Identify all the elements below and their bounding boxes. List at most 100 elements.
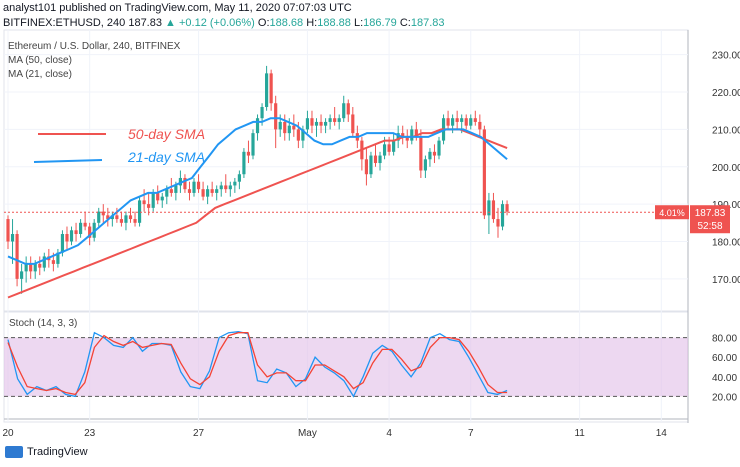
candle-body (60, 234, 65, 253)
candle-body (15, 234, 19, 279)
candle-body (419, 136, 423, 171)
sma21-annotation-text: 21-day SMA (127, 149, 205, 165)
candle-body (128, 215, 133, 220)
candle-body (255, 118, 260, 134)
candle-body (251, 133, 255, 156)
candle-body (337, 118, 341, 122)
pct-badge (655, 205, 689, 220)
candle-body (323, 121, 328, 126)
candle-body (478, 121, 482, 130)
candle-body (274, 103, 278, 130)
stoch-k-line (7, 331, 508, 398)
ma21-line (7, 117, 508, 265)
time-tick-label: 11 (574, 428, 585, 439)
l-label: L: (353, 17, 364, 29)
time-tick-label: 27 (193, 428, 205, 439)
candle-body (219, 185, 223, 190)
time-tick-label: 7 (468, 428, 474, 439)
candle-body (487, 200, 491, 216)
candle-body (20, 271, 24, 279)
candle-body (496, 219, 500, 227)
candle-body (428, 151, 432, 160)
price-tick-label: 230.00 (712, 51, 740, 62)
stoch-tick-label: 80.00 (712, 334, 737, 345)
last-price: 187.83 (128, 17, 162, 29)
candle-body (133, 219, 137, 223)
candle-body (33, 263, 37, 272)
candle-body (51, 260, 55, 264)
candle-body (88, 226, 92, 238)
candle-body (6, 219, 10, 242)
candle-body (115, 215, 119, 220)
candle-body (401, 133, 405, 137)
legend-ma21: MA (21, close) (8, 69, 72, 80)
candle-body (137, 200, 142, 223)
candle-body (446, 118, 450, 126)
candle-body (97, 211, 101, 223)
countdown-text: 52:58 (697, 221, 722, 232)
price-tick-label: 200.00 (712, 163, 740, 174)
time-tick-label: May (298, 428, 317, 439)
candle-body (346, 103, 350, 115)
pct-badge-text: 4.01% (659, 208, 685, 218)
stoch-d-line (7, 332, 508, 396)
candle-body (233, 181, 237, 186)
price-tick-label: 210.00 (712, 125, 740, 136)
candle-body (201, 189, 205, 197)
l-value: 186.79 (363, 17, 397, 29)
candle-body (437, 140, 441, 156)
candle-body (106, 215, 110, 220)
candle-body (269, 73, 273, 104)
candle-body (38, 263, 42, 268)
candle-body (215, 189, 219, 193)
candle-body (10, 234, 15, 242)
legend-ma50: MA (50, close) (8, 55, 72, 66)
stoch-tick-label: 20.00 (712, 392, 737, 403)
stoch-label: Stoch (14, 3, 3) (9, 318, 77, 329)
candle-body (314, 121, 319, 126)
candle-body (482, 129, 486, 216)
candle-body (396, 133, 400, 141)
h-label: H: (306, 17, 318, 29)
candle-body (196, 181, 201, 190)
candle-body (283, 121, 287, 134)
candle-body (79, 222, 83, 235)
candle-body (147, 204, 151, 208)
footer-brand[interactable]: TradingView (5, 446, 88, 458)
price-badge-text: 187.83 (695, 208, 726, 219)
candle-body (160, 196, 164, 201)
c-label: C: (399, 17, 411, 29)
candle-body (124, 215, 128, 223)
symbol-text: BITFINEX:ETHUSD, 240 (3, 17, 126, 29)
candle-body (369, 155, 373, 175)
candle-body (382, 144, 387, 156)
candle-body (392, 140, 396, 152)
stoch-tick-label: 60.00 (712, 353, 737, 364)
candle-body (265, 73, 269, 107)
candle-body (65, 234, 69, 242)
candle-body (56, 252, 60, 264)
candle-body (328, 118, 332, 122)
sma50-annotation-text: 50-day SMA (128, 126, 205, 142)
candle-body (405, 136, 409, 141)
candle-body (237, 174, 241, 182)
candle-body (423, 159, 427, 171)
candle-body (500, 204, 505, 227)
candle-body (42, 256, 46, 268)
stoch-tick-label: 40.00 (712, 373, 737, 384)
candle-body (183, 177, 187, 190)
candle-body (151, 192, 155, 208)
candle-body (101, 211, 105, 216)
h-value: 188.88 (317, 17, 351, 29)
o-value: 188.68 (269, 17, 304, 29)
candle-body (278, 121, 282, 130)
candle-body (24, 263, 28, 272)
candle-body (142, 200, 146, 205)
change-text: ▲ +0.12 (+0.06%) (165, 17, 255, 29)
candle-body (455, 118, 459, 122)
price-pane-frame (3, 29, 689, 312)
candle-body (460, 118, 464, 122)
candle-body (491, 200, 496, 220)
candle-body (378, 155, 382, 164)
